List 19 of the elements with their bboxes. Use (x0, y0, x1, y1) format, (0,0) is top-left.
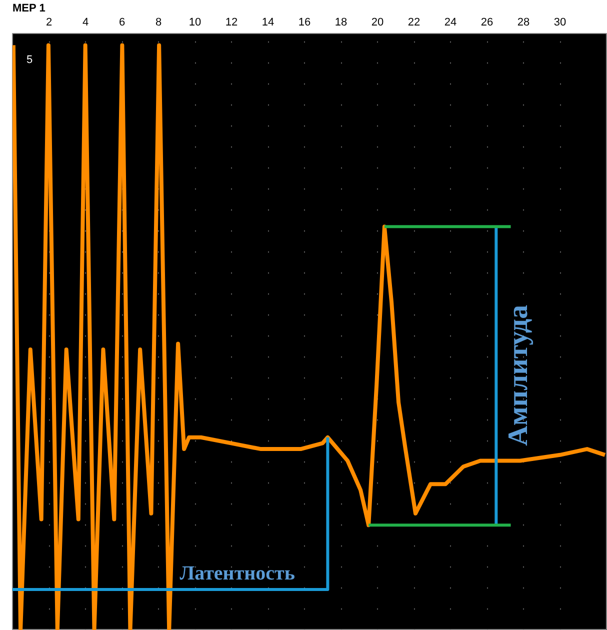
x-tick-label: 10 (188, 16, 202, 28)
x-tick-label: 22 (408, 16, 420, 28)
x-tick-label: 14 (262, 16, 274, 28)
annotation: Амплитуда (503, 304, 534, 446)
x-tick-label: 28 (517, 16, 530, 28)
x-tick-label: 4 (82, 16, 89, 28)
annotation: 5 (26, 54, 33, 66)
x-tick-label: 24 (444, 16, 457, 28)
annotation: Латентность (180, 562, 296, 585)
x-tick-label: 6 (118, 16, 126, 28)
x-tick-label: 16 (298, 16, 311, 28)
x-tick-label: 30 (554, 16, 566, 28)
x-tick-label: 26 (480, 16, 494, 28)
x-tick-label: 8 (155, 16, 162, 28)
x-tick-label: 20 (371, 16, 384, 28)
chart-title: MEP 1 (12, 2, 46, 14)
x-tick-label: 12 (225, 16, 238, 28)
x-tick-label: 18 (334, 16, 348, 28)
x-tick-label: 2 (46, 16, 52, 28)
